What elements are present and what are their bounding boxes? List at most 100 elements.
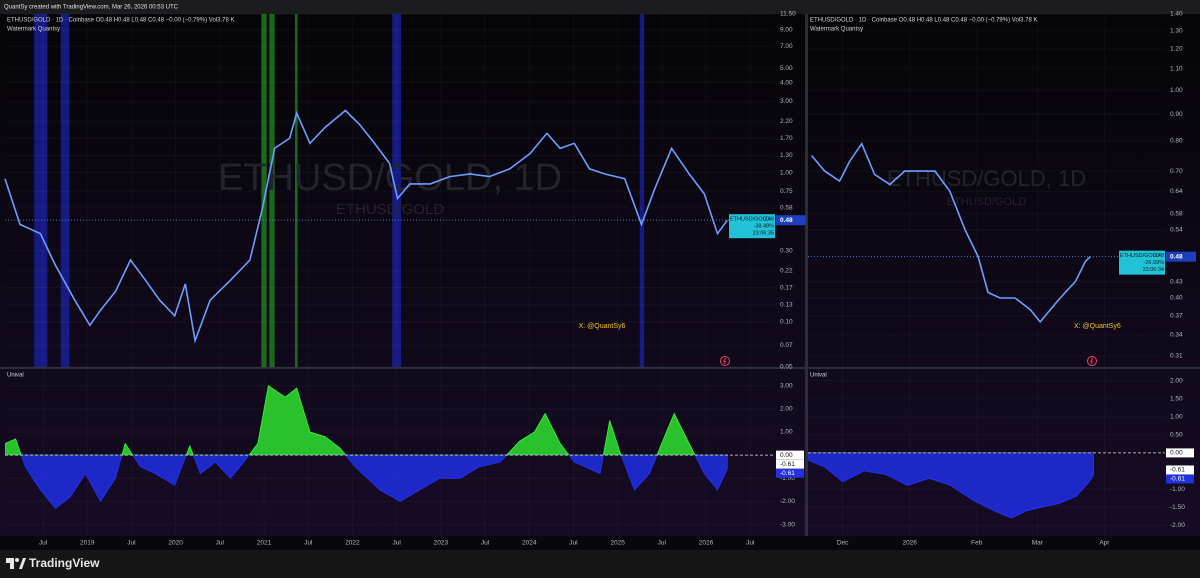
last-value-box (776, 459, 804, 469)
y-tick-label: 5.00 (780, 65, 793, 72)
watermark-title: ETHUSD/GOLD, 1D (887, 166, 1086, 191)
last-value-label: -0.61 (1170, 467, 1185, 474)
y-tick-label: 0.43 (1170, 278, 1183, 285)
y-tick-label: 0.90 (1170, 111, 1183, 118)
y-tick-label: 1.50 (1170, 395, 1183, 402)
y-tick-label: 1.20 (1170, 46, 1183, 53)
y-tick-label: 0.10 (780, 319, 793, 326)
y-tick-label: -3.00 (780, 521, 795, 528)
y-tick-label: 0.80 (1170, 138, 1183, 145)
axis-price-box (776, 215, 806, 226)
x-tick-label: 2025 (610, 540, 625, 547)
y-tick-label: 0.75 (780, 188, 793, 195)
header-title: QuantSy created with TradingView.com, Ma… (4, 5, 179, 11)
y-tick-label: 0.70 (1170, 168, 1183, 175)
price-label-symbol: ETHUSD/GOLD (730, 217, 770, 223)
y-tick-label: 0.58 (780, 205, 793, 212)
y-tick-label: 3.00 (780, 98, 793, 105)
x-tick-label: Jul (658, 540, 667, 547)
x-tick-label: 2019 (80, 540, 95, 547)
y-tick-label: 0.30 (780, 247, 793, 254)
last-value-box (1166, 465, 1194, 475)
legend-title: Unival (810, 373, 827, 379)
legend-title: ETHUSD/GOLD · 1D · Coinbase O0.48 H0.48 … (7, 18, 234, 24)
zero-label-box (1166, 448, 1194, 458)
y-tick-label: 1.30 (780, 152, 793, 159)
zero-label: 0.00 (780, 452, 793, 459)
y-tick-label: 0.31 (1170, 352, 1183, 359)
tradingview-logo (6, 558, 26, 569)
legend-subtitle: Watermark Quantsy (7, 27, 60, 33)
legend-title: ETHUSD/GOLD · 1D · Coinbase O0.48 H0.48 … (810, 18, 1037, 24)
alert-icon (1087, 356, 1097, 366)
y-tick-label: -1.00 (1170, 486, 1185, 493)
zero-label-box (776, 450, 804, 460)
y-tick-label: 1.10 (1170, 65, 1183, 72)
y-tick-label: 2.00 (1170, 377, 1183, 384)
x-tick-label: 2023 (434, 540, 449, 547)
y-tick-label: 0.34 (1170, 332, 1183, 339)
y-tick-label: 0.58 (1170, 210, 1183, 217)
y-tick-label: -2.00 (780, 498, 795, 505)
price-label-change: -38.48% (754, 224, 775, 230)
y-tick-label: 3.00 (780, 382, 793, 389)
price-label-box (1119, 250, 1165, 275)
last-value-box (776, 468, 804, 478)
axis-price-value: 0.48 (1170, 253, 1183, 260)
y-tick-label: 0.13 (780, 302, 793, 309)
y-tick-label: 0.17 (780, 284, 793, 291)
signal-band (261, 14, 267, 367)
y-tick-label: 1.40 (1170, 11, 1183, 18)
x-tick-label: Jul (569, 540, 578, 547)
signal-band (392, 14, 402, 367)
y-tick-label: 1.00 (1170, 87, 1183, 94)
x-tick-label: Jul (392, 540, 401, 547)
x-tick-label: Apr (1099, 540, 1110, 547)
y-tick-label: -2.00 (1170, 522, 1185, 529)
last-value-label: -0.61 (1170, 476, 1185, 483)
zero-label: 0.00 (1170, 450, 1183, 457)
header-bar (0, 0, 1200, 14)
y-tick-label: 0.40 (1170, 295, 1183, 302)
y-tick-label: 0.37 (1170, 312, 1183, 319)
y-tick-label: 0.22 (780, 268, 793, 275)
time-axis (0, 536, 1200, 550)
x-tick-label: 2026 (699, 540, 714, 547)
signal-band (34, 14, 48, 367)
price-label-box (729, 214, 775, 239)
x-tick-label: 2022 (345, 540, 360, 547)
x-tick-label: Jul (216, 540, 225, 547)
x-tick-label: Mar (1032, 540, 1044, 547)
signal-band (60, 14, 70, 367)
x-tick-label: Feb (971, 540, 983, 547)
x-tick-label: Jul (746, 540, 755, 547)
price-label-change: -26.99% (1144, 260, 1165, 266)
y-tick-label: 11.50 (780, 11, 796, 18)
price-label-symbol: ETHUSD/GOLD (1120, 253, 1160, 259)
y-tick-label: 0.05 (780, 364, 793, 371)
x-tick-label: Jul (304, 540, 313, 547)
signal-band (639, 14, 645, 367)
y-tick-label: 7.00 (780, 43, 793, 50)
watermark-subtitle: ETHUSD/GOLD (947, 196, 1027, 208)
y-tick-label: 1.00 (780, 169, 793, 176)
y-tick-label: 0.54 (1170, 227, 1183, 234)
y-tick-label: 4.00 (780, 79, 793, 86)
oscillator-area (808, 452, 1094, 519)
footer-brand: TradingView (29, 556, 100, 570)
price-label-countdown: 23:06:35 (753, 231, 774, 237)
x-tick-label: 2020 (168, 540, 183, 547)
x-tick-label: 2021 (257, 540, 272, 547)
y-tick-label: 2.20 (780, 118, 793, 125)
y-tick-label: 2.00 (780, 406, 793, 413)
price-line (4, 109, 728, 344)
axis-price-box (1166, 251, 1196, 262)
legend-subtitle: Watermark Quantsy (810, 27, 863, 33)
y-tick-label: 9.00 (780, 27, 793, 34)
y-tick-label: 1.70 (780, 135, 793, 142)
last-value-label: -0.61 (780, 461, 795, 468)
y-tick-label: -1.50 (1170, 504, 1185, 511)
x-tick-label: Jul (481, 540, 490, 547)
oscillator-area (5, 455, 728, 509)
